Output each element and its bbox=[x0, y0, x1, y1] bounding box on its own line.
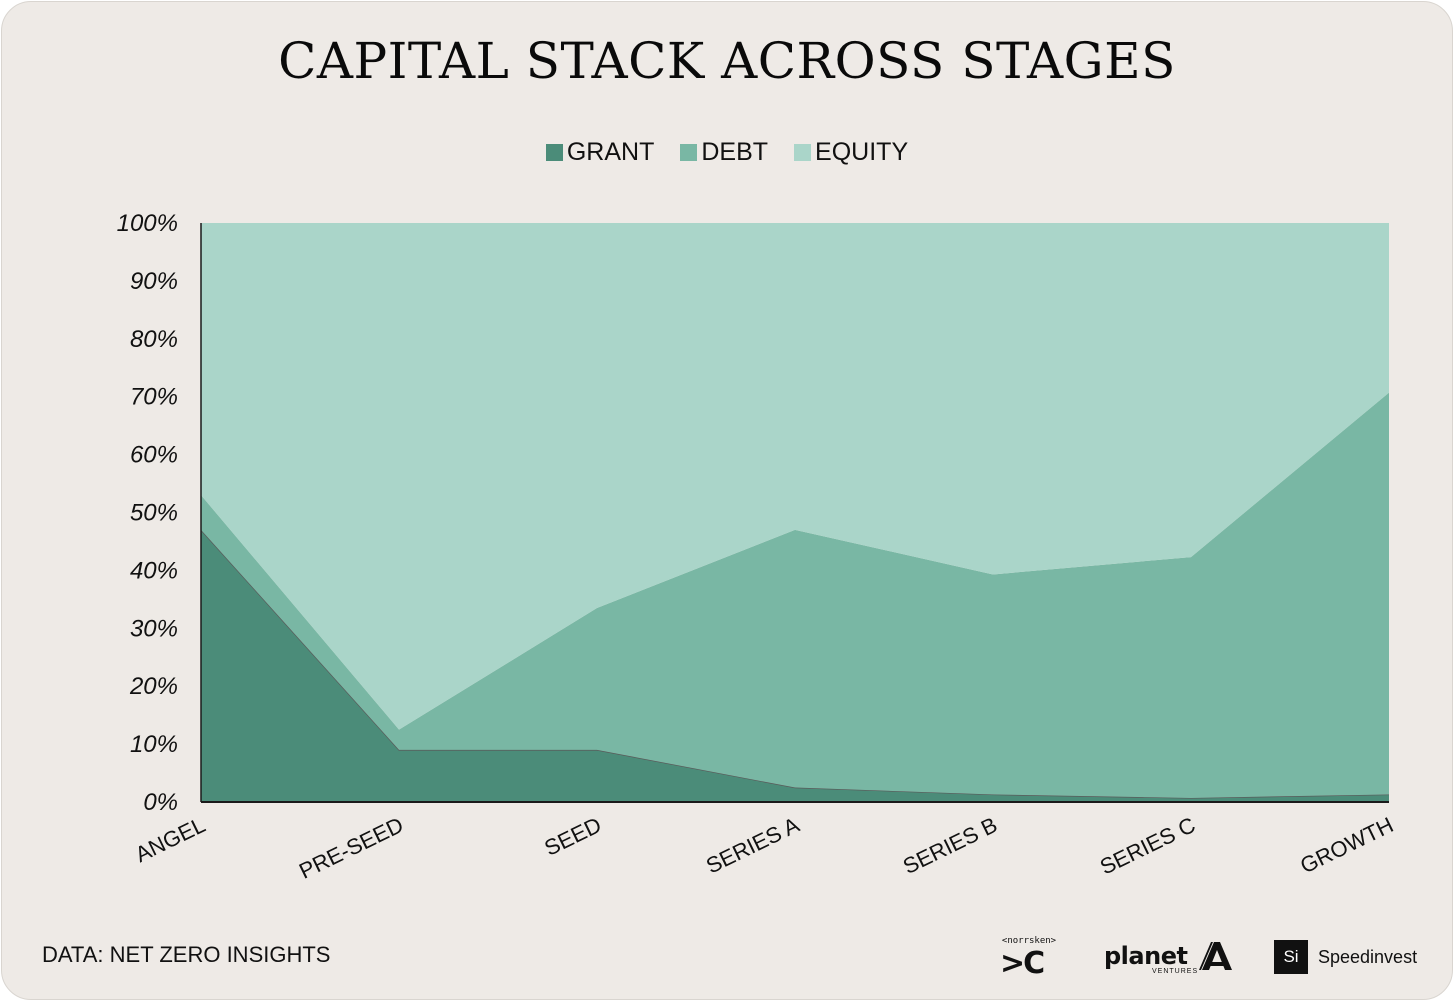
x-tick-label: SERIES C bbox=[1096, 812, 1199, 880]
x-tick-label: PRE-SEED bbox=[295, 812, 407, 884]
y-tick-label: 80% bbox=[130, 326, 178, 353]
legend-swatch-debt bbox=[680, 144, 698, 161]
legend-swatch-grant bbox=[545, 144, 563, 161]
speedinvest-logo-badge: Si bbox=[1274, 940, 1308, 974]
y-tick-label: 40% bbox=[130, 557, 178, 584]
chart-title: CAPITAL STACK ACROSS STAGES bbox=[278, 32, 1176, 90]
y-tick-label: 70% bbox=[130, 384, 178, 411]
legend-label-debt: DEBT bbox=[701, 138, 769, 166]
norrsken-logo: <norrsken> >C bbox=[1000, 936, 1060, 982]
y-tick-label: 30% bbox=[130, 615, 178, 642]
source-note: DATA: NET ZERO INSIGHTS bbox=[42, 942, 331, 967]
x-tick-label: GROWTH bbox=[1296, 812, 1397, 878]
y-tick-label: 20% bbox=[129, 673, 178, 700]
area-grant bbox=[201, 529, 1389, 802]
y-tick-label: 100% bbox=[117, 210, 178, 237]
logo-row: <norrsken> >C planet VENTURES Si Speedin… bbox=[2, 932, 1452, 982]
y-tick-label: 50% bbox=[130, 500, 178, 527]
x-tick-label: SEED bbox=[540, 812, 605, 861]
speedinvest-logo: Si Speedinvest bbox=[1274, 940, 1417, 974]
area-equity bbox=[201, 223, 1389, 730]
norrsken-logo-small-text: <norrsken> bbox=[1001, 936, 1057, 946]
planet-ventures-logo: planet VENTURES bbox=[1104, 942, 1236, 978]
x-tick-label: ANGEL bbox=[131, 812, 209, 867]
legend-label-grant: GRANT bbox=[566, 138, 655, 166]
area-debt bbox=[201, 392, 1389, 798]
legend-label-equity: EQUITY bbox=[815, 138, 909, 166]
norrsken-logo-mark: >C bbox=[1000, 946, 1045, 981]
x-tick-label: SERIES A bbox=[702, 812, 803, 879]
legend-item-grant: GRANT bbox=[545, 138, 655, 167]
planet-logo-word: planet bbox=[1104, 942, 1188, 970]
legend-item-equity: EQUITY bbox=[794, 138, 908, 167]
y-tick-label: 60% bbox=[130, 442, 178, 469]
y-tick-label: 10% bbox=[130, 731, 178, 758]
x-tick-label: SERIES B bbox=[899, 812, 1001, 879]
legend: GRANT DEBT EQUITY bbox=[2, 138, 1452, 167]
speedinvest-logo-word: Speedinvest bbox=[1318, 946, 1418, 967]
y-tick-label: 90% bbox=[130, 268, 178, 295]
y-tick-label: 0% bbox=[143, 789, 178, 816]
legend-swatch-equity bbox=[794, 144, 812, 161]
planet-a-icon bbox=[1199, 942, 1232, 970]
planet-logo-sub: VENTURES bbox=[1152, 968, 1199, 975]
legend-item-debt: DEBT bbox=[680, 138, 768, 167]
